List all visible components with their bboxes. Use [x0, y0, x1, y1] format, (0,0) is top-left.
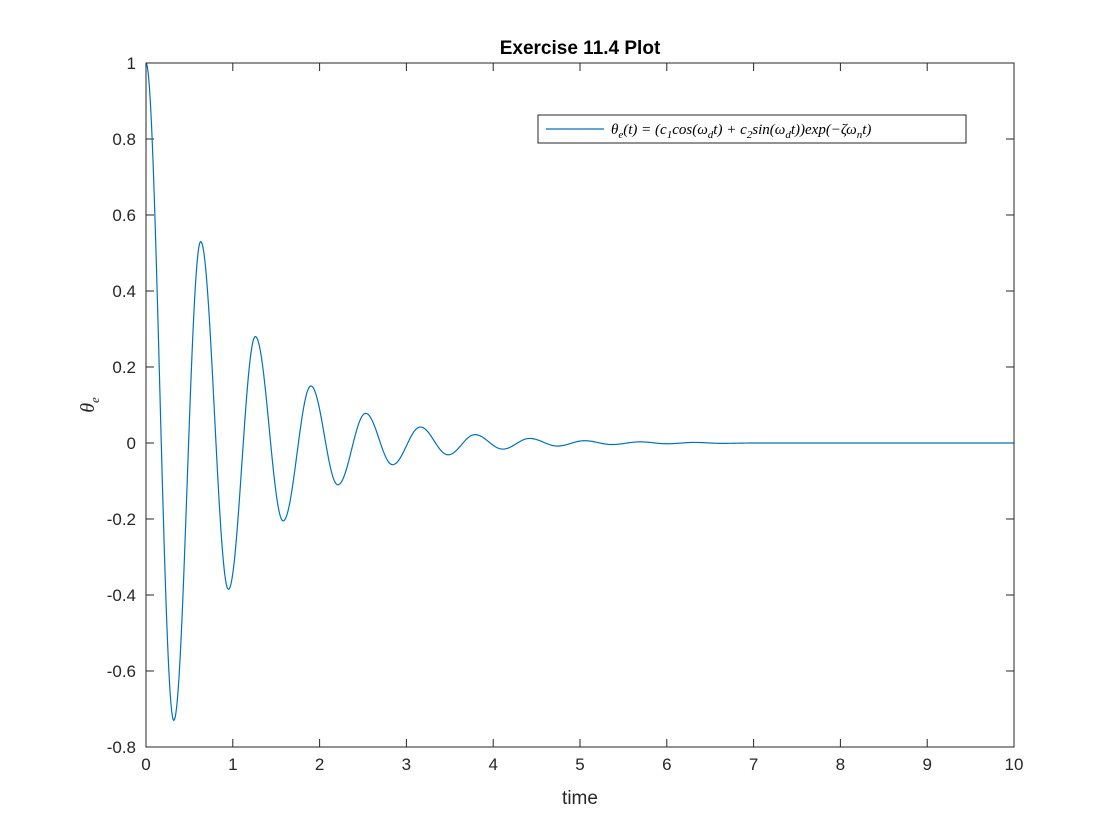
chart-title: Exercise 11.4 Plot: [500, 38, 661, 59]
y-tick-label: 0.6: [112, 206, 136, 225]
legend-entry: θe(t) = (c1cos(ωdt) + c2sin(ωdt))exp(−ζω…: [611, 122, 871, 141]
y-tick-label: -0.2: [107, 510, 136, 529]
y-tick-label: 1: [127, 54, 136, 73]
plot-area: [146, 63, 1014, 747]
y-tick-label: -0.4: [107, 586, 136, 605]
y-tick-label: 0.4: [112, 282, 136, 301]
x-tick-label: 9: [922, 755, 931, 774]
x-tick-label: 5: [575, 755, 584, 774]
x-tick-label: 2: [315, 755, 324, 774]
plot-frame: [145, 62, 1015, 748]
x-axis-label: time: [562, 788, 598, 809]
y-tick-label: 0: [127, 434, 136, 453]
x-tick-label: 3: [402, 755, 411, 774]
x-tick-label: 0: [141, 755, 150, 774]
x-tick-label: 7: [749, 755, 758, 774]
legend-box: [537, 114, 967, 144]
y-tick-label: 0.8: [112, 130, 136, 149]
y-tick-label: 0.2: [112, 358, 136, 377]
legend: θe(t) = (c1cos(ωdt) + c2sin(ωdt))exp(−ζω…: [537, 114, 967, 144]
y-axis-label: θe: [77, 397, 102, 413]
x-tick-label: 6: [662, 755, 671, 774]
x-tick-label: 1: [228, 755, 237, 774]
x-tick-label: 8: [836, 755, 845, 774]
y-tick-label: -0.8: [107, 738, 136, 757]
x-tick-label: 4: [488, 755, 497, 774]
y-tick-label: -0.6: [107, 662, 136, 681]
series-line: [145, 62, 1014, 722]
x-tick-label: 10: [1005, 755, 1024, 774]
